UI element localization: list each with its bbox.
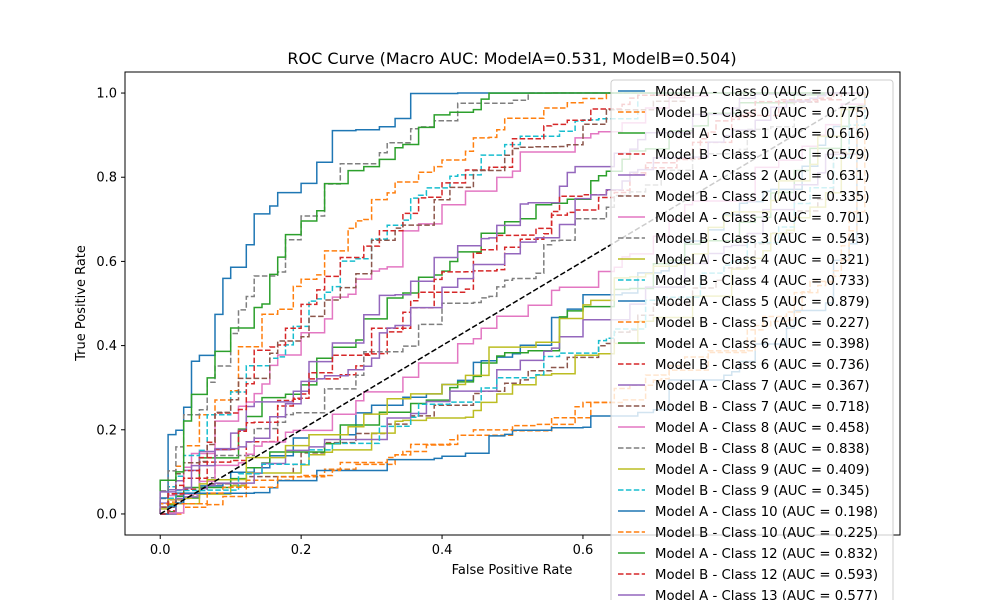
legend-entry-label: Model A - Class 5 (AUC = 0.879) bbox=[655, 295, 870, 310]
y-tick-label: 0.6 bbox=[96, 255, 117, 270]
y-axis-label: True Positive Rate bbox=[74, 245, 89, 362]
y-tick-label: 0.2 bbox=[96, 423, 117, 438]
legend-entry-label: Model A - Class 3 (AUC = 0.701) bbox=[655, 211, 870, 226]
y-tick-label: 1.0 bbox=[96, 87, 117, 102]
y-tick-label: 0.0 bbox=[96, 507, 117, 522]
plot-frame bbox=[124, 71, 901, 536]
legend-entry-label: Model A - Class 13 (AUC = 0.577) bbox=[655, 589, 878, 600]
legend-entry-label: Model B - Class 10 (AUC = 0.225) bbox=[655, 526, 878, 541]
legend-entry-label: Model B - Class 0 (AUC = 0.775) bbox=[655, 106, 870, 121]
chart-title: ROC Curve (Macro AUC: ModelA=0.531, Mode… bbox=[287, 49, 736, 68]
legend-entry-label: Model B - Class 2 (AUC = 0.335) bbox=[655, 190, 870, 205]
y-tick-label: 0.8 bbox=[96, 171, 117, 186]
x-tick-label: 0.0 bbox=[150, 543, 171, 558]
y-axis: 0.0 0.2 0.4 0.6 0.8 1.0 bbox=[96, 87, 125, 522]
legend-entry-label: Model B - Class 1 (AUC = 0.579) bbox=[655, 148, 870, 163]
x-tick-label: 0.6 bbox=[573, 543, 594, 558]
legend: Model A - Class 0 (AUC = 0.410) Model B -… bbox=[610, 79, 894, 600]
legend-entry-label: Model A - Class 10 (AUC = 0.198) bbox=[655, 505, 878, 520]
legend-entry-label: Model A - Class 4 (AUC = 0.321) bbox=[655, 253, 870, 268]
legend-entry-label: Model A - Class 12 (AUC = 0.832) bbox=[655, 547, 878, 562]
legend-entry-label: Model A - Class 2 (AUC = 0.631) bbox=[655, 169, 870, 184]
roc-curve-series bbox=[160, 92, 865, 515]
roc-curve-series bbox=[160, 93, 866, 515]
y-tick-label: 0.4 bbox=[96, 339, 117, 354]
legend-entry-label: Model A - Class 7 (AUC = 0.367) bbox=[655, 379, 870, 394]
x-tick-label: 0.4 bbox=[432, 543, 453, 558]
legend-entry-label: Model B - Class 6 (AUC = 0.736) bbox=[655, 358, 870, 373]
x-axis: 0.0 0.2 0.4 0.6 bbox=[150, 535, 593, 558]
legend-entry-label: Model B - Class 4 (AUC = 0.733) bbox=[655, 274, 870, 289]
legend-entry-label: Model B - Class 3 (AUC = 0.543) bbox=[655, 232, 870, 247]
legend-entry-label: Model A - Class 8 (AUC = 0.458) bbox=[655, 421, 870, 436]
legend-entry-label: Model A - Class 6 (AUC = 0.398) bbox=[655, 337, 870, 352]
legend-entry-label: Model B - Class 7 (AUC = 0.718) bbox=[655, 400, 870, 415]
legend-entry-label: Model B - Class 12 (AUC = 0.593) bbox=[655, 568, 878, 583]
legend-entry-label: Model A - Class 1 (AUC = 0.616) bbox=[655, 127, 870, 142]
legend-box bbox=[610, 79, 894, 600]
legend-entry-label: Model B - Class 9 (AUC = 0.345) bbox=[655, 484, 870, 499]
legend-entry-label: Model A - Class 0 (AUC = 0.410) bbox=[655, 85, 870, 100]
legend-entry-label: Model A - Class 9 (AUC = 0.409) bbox=[655, 463, 870, 478]
x-axis-label: False Positive Rate bbox=[452, 563, 573, 578]
legend-entry-label: Model B - Class 5 (AUC = 0.227) bbox=[655, 316, 870, 331]
legend-entry-label: Model B - Class 8 (AUC = 0.838) bbox=[655, 442, 870, 457]
x-tick-label: 0.2 bbox=[291, 543, 312, 558]
